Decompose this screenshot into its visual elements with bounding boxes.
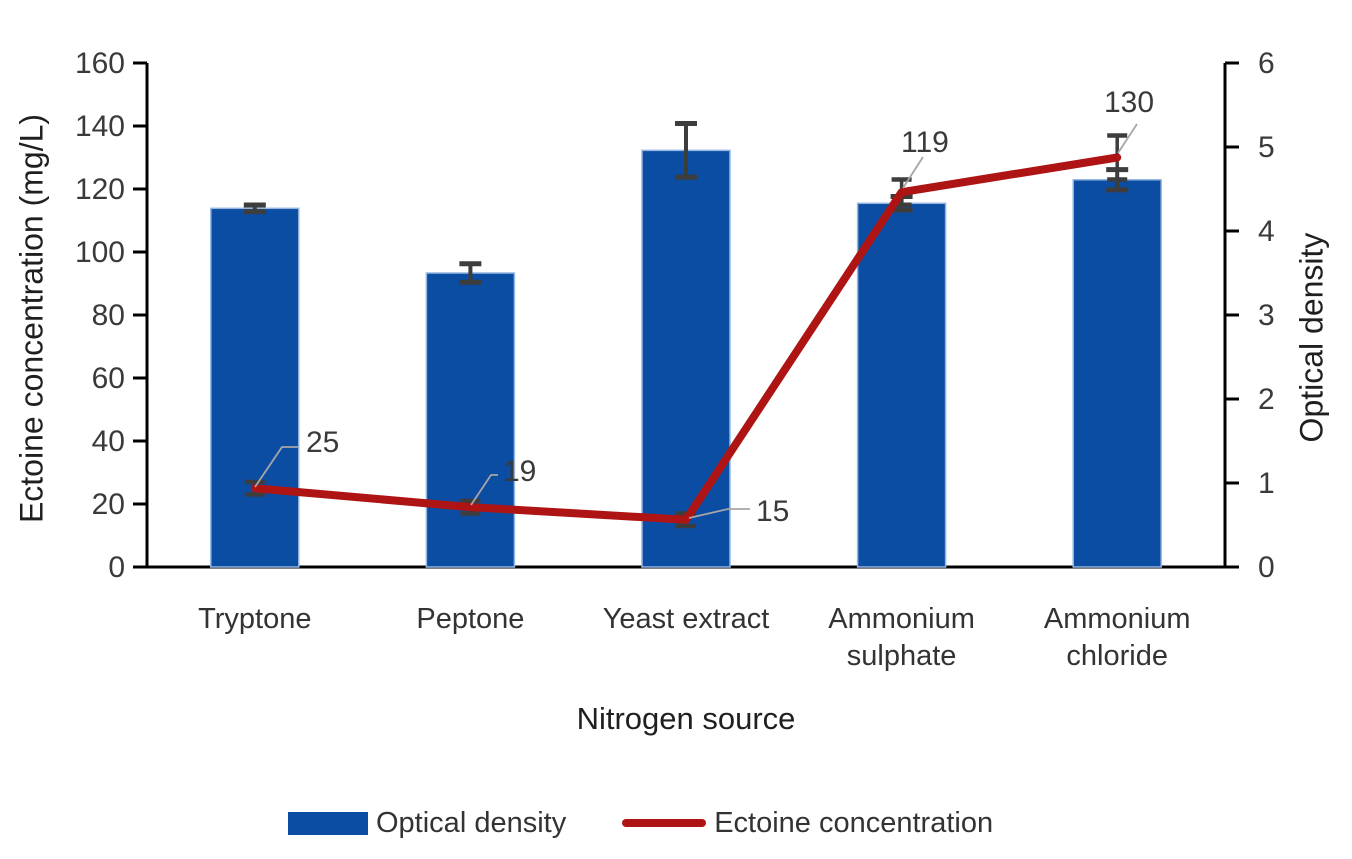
optical-density-bars — [210, 149, 1162, 568]
ectoine-line — [250, 153, 1122, 524]
right-tick-label: 3 — [1258, 299, 1275, 332]
left-tick-label: 40 — [92, 425, 125, 458]
right-axis-ticks: 0 1 2 3 4 5 6 — [1225, 47, 1275, 584]
leader-line — [1117, 123, 1138, 154]
legend-label-ectoine-concentration: Ectoine concentration — [714, 806, 994, 839]
ectoine-data-label: 19 — [503, 455, 536, 488]
bar-0 — [210, 207, 300, 568]
leader-line — [470, 474, 498, 506]
right-tick-label: 4 — [1258, 215, 1275, 248]
legend-bar-swatch — [288, 811, 368, 835]
leader-line — [688, 508, 750, 519]
bar-3 — [856, 202, 947, 568]
ectoine-data-label: 25 — [306, 426, 339, 459]
leader-line — [902, 156, 924, 189]
right-tick-label: 0 — [1258, 551, 1275, 584]
left-tick-label: 20 — [92, 488, 125, 521]
category-label: Ammonium sulphate — [828, 603, 975, 672]
left-axis-title: Ectoine concentration (mg/L) — [13, 113, 50, 524]
left-tick-label: 120 — [75, 173, 125, 206]
category-label: Yeast extract — [603, 603, 770, 635]
left-tick-label: 0 — [108, 551, 125, 584]
left-tick-label: 60 — [92, 362, 125, 395]
left-tick-label: 140 — [75, 110, 125, 143]
category-label: Tryptone — [198, 603, 311, 635]
bar-1 — [425, 272, 516, 568]
legend-label-optical-density: Optical density — [376, 806, 567, 839]
left-axis-ticks: 0 20 40 60 80 100 120 140 160 — [75, 47, 147, 584]
data-labels: 25 19 15 119 130 — [306, 86, 1154, 528]
ectoine-data-label: 119 — [901, 126, 949, 159]
ectoine-data-label: 15 — [756, 495, 789, 528]
right-axis-title: Optical density — [1293, 232, 1330, 443]
ectoine-data-label: 130 — [1104, 86, 1154, 119]
category-label: Peptone — [416, 603, 524, 635]
left-tick-label: 100 — [75, 236, 125, 269]
leader-line — [254, 446, 298, 488]
right-tick-label: 6 — [1258, 47, 1275, 80]
right-tick-label: 1 — [1258, 467, 1275, 500]
right-tick-label: 2 — [1258, 383, 1275, 416]
left-tick-label: 80 — [92, 299, 125, 332]
legend: Optical density Ectoine concentration — [288, 801, 993, 845]
x-axis-title: Nitrogen source — [576, 701, 796, 736]
category-label: Ammonium chloride — [1044, 603, 1191, 672]
bar-4 — [1072, 179, 1162, 568]
data-label-leaders — [254, 123, 1138, 519]
legend-line-swatch — [622, 819, 707, 827]
right-tick-label: 5 — [1258, 131, 1275, 164]
bar-2 — [641, 149, 731, 568]
category-labels: Tryptone Peptone Yeast extract Ammonium sulp… — [198, 603, 1190, 672]
left-tick-label: 160 — [75, 47, 125, 80]
